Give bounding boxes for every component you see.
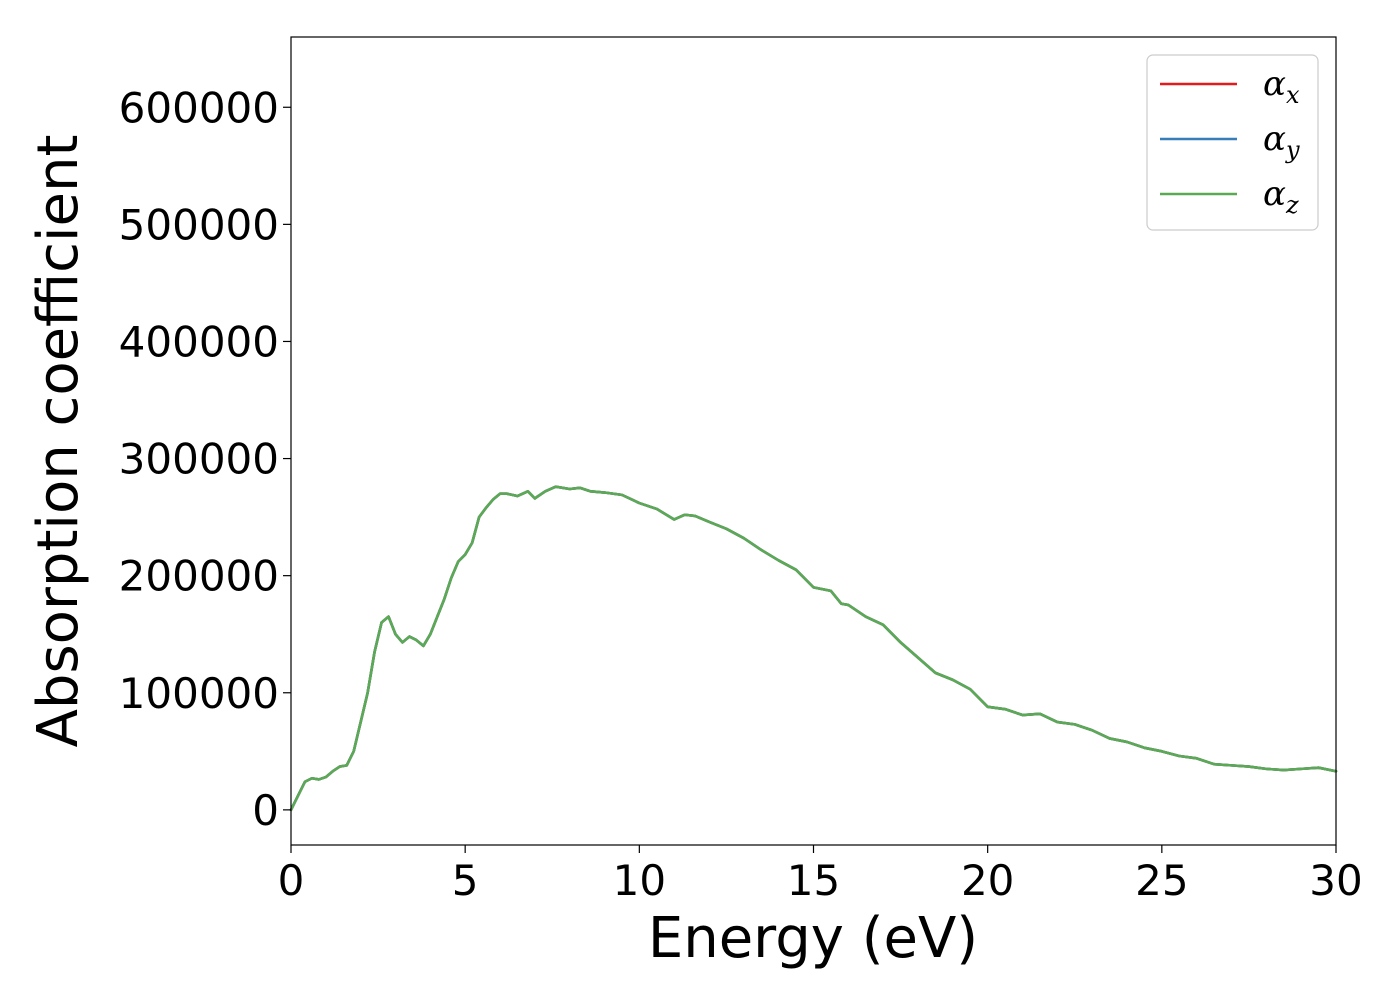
series-line-x — [289, 485, 1338, 812]
y-tick-label: 600000 — [119, 83, 279, 132]
x-tick-label: 15 — [787, 856, 840, 905]
series-layer — [289, 485, 1338, 812]
x-tick-label: 20 — [961, 856, 1014, 905]
y-tick-label: 400000 — [119, 317, 279, 366]
y-tick-label: 100000 — [119, 669, 279, 718]
y-tick-label: 500000 — [119, 200, 279, 249]
y-axis: 0 100000 200000 300000 400000 500000 600000 — [119, 83, 291, 835]
x-axis: 0 5 10 15 20 25 30 — [278, 845, 1363, 905]
x-tick-label: 10 — [613, 856, 666, 905]
x-tick-label: 5 — [452, 856, 479, 905]
series-line-y — [289, 485, 1338, 812]
y-tick-label: 300000 — [119, 435, 279, 484]
y-tick-label: 200000 — [119, 552, 279, 601]
y-axis-label: Absorption coefficient — [26, 135, 91, 748]
y-tick-label: 0 — [252, 786, 279, 835]
x-tick-label: 25 — [1135, 856, 1188, 905]
x-axis-label: Energy (eV) — [648, 906, 978, 971]
x-tick-label: 0 — [278, 856, 305, 905]
series-line-z — [289, 485, 1338, 812]
x-tick-label: 30 — [1309, 856, 1362, 905]
legend-frame — [1146, 54, 1319, 231]
